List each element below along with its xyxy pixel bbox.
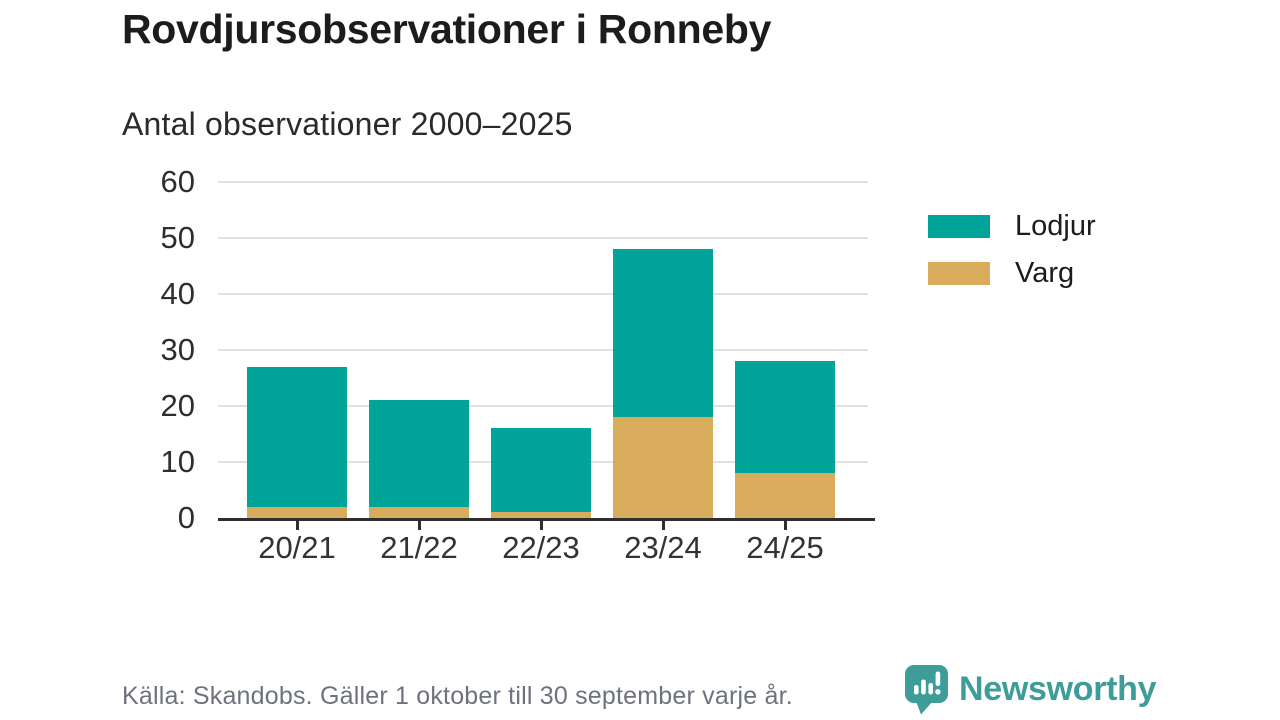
bar-24/25-varg: [735, 473, 835, 518]
legend-label-varg: Varg: [1015, 257, 1075, 289]
chart-subtitle: Antal observationer 2000–2025: [122, 106, 573, 142]
bar-22/23-varg: [491, 512, 591, 518]
bar-21/22-lodjur: [369, 400, 469, 507]
legend-swatch-lodjur: [928, 215, 990, 238]
x-tick-21/22: [417, 521, 421, 530]
gridline-40: [218, 293, 868, 295]
bar-24/25-lodjur: [735, 361, 835, 474]
gridline-50: [218, 237, 868, 239]
bar-21/22-varg: [369, 506, 469, 518]
x-tick-22/23: [539, 521, 543, 530]
x-tick-label-23/24: 23/24: [624, 530, 702, 565]
y-tick-label-50: 50: [160, 220, 195, 255]
newsworthy-logo-icon: [905, 665, 948, 715]
x-tick-label-24/25: 24/25: [746, 530, 824, 565]
bar-23/24-lodjur: [613, 249, 713, 418]
y-tick-label-60: 60: [160, 164, 195, 199]
bar-23/24-varg: [613, 417, 713, 518]
legend-item-lodjur: Lodjur: [928, 210, 1096, 243]
y-tick-label-10: 10: [160, 444, 195, 479]
gridline-60: [218, 181, 868, 183]
x-tick-label-22/23: 22/23: [502, 530, 580, 565]
y-tick-label-0: 0: [177, 500, 195, 535]
newsworthy-logo-text: Newsworthy: [959, 669, 1157, 708]
legend-swatch-varg: [928, 262, 990, 285]
x-tick-23/24: [661, 521, 665, 530]
newsworthy-logo: Newsworthy: [903, 663, 1157, 715]
legend: Lodjur Varg: [928, 210, 1096, 290]
gridline-20: [218, 405, 868, 407]
bar-22/23-lodjur: [491, 428, 591, 513]
bar-20/21-varg: [247, 506, 347, 518]
x-tick-label-20/21: 20/21: [258, 530, 336, 565]
x-tick-24/25: [783, 521, 787, 530]
legend-label-lodjur: Lodjur: [1015, 210, 1096, 242]
legend-item-varg: Varg: [928, 257, 1096, 290]
x-axis-line: [218, 518, 875, 521]
bar-20/21-lodjur: [247, 366, 347, 507]
y-tick-label-30: 30: [160, 332, 195, 367]
gridline-30: [218, 349, 868, 351]
chart-title: Rovdjursobservationer i Ronneby: [122, 6, 772, 52]
y-tick-label-20: 20: [160, 388, 195, 423]
y-tick-label-40: 40: [160, 276, 195, 311]
source-note: Källa: Skandobs. Gäller 1 oktober till 3…: [122, 682, 793, 710]
x-tick-20/21: [295, 521, 299, 530]
x-tick-label-21/22: 21/22: [380, 530, 458, 565]
